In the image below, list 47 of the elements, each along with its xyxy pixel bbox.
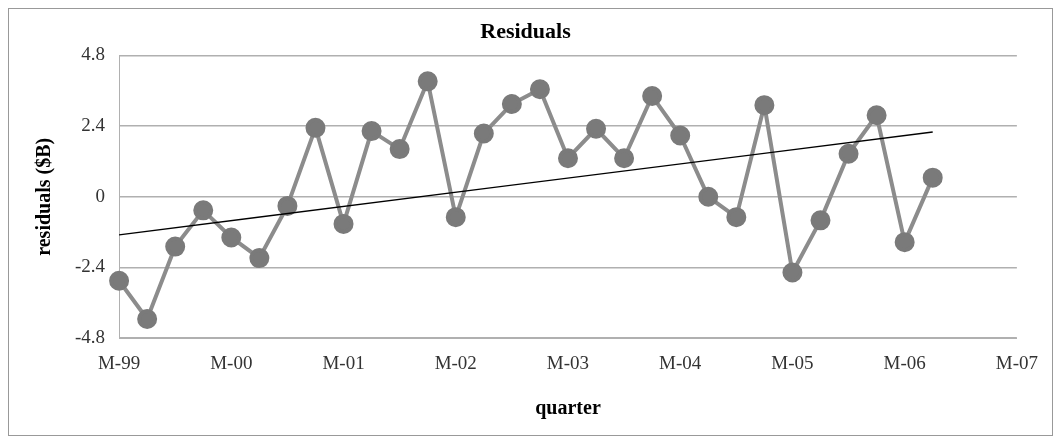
- point: [417, 71, 438, 92]
- point: [866, 105, 887, 126]
- point: [165, 236, 186, 257]
- point: [642, 86, 663, 107]
- y-axis-title: residuals ($B): [32, 137, 56, 256]
- x-tick-label: M-99: [97, 351, 141, 373]
- point: [894, 232, 915, 253]
- point: [361, 121, 382, 142]
- y-tick-label: 4.8: [81, 43, 106, 65]
- point: [445, 207, 466, 228]
- point: [838, 143, 859, 164]
- point: [333, 213, 354, 234]
- x-tick-label: M-04: [659, 351, 702, 373]
- point: [109, 270, 130, 291]
- point: [586, 118, 607, 139]
- x-tick-label: M-01: [322, 351, 365, 373]
- x-tick-label: M-02: [434, 351, 477, 373]
- chart-title: Residuals: [480, 17, 572, 43]
- x-tick-label: M-03: [546, 351, 590, 373]
- point: [501, 94, 522, 115]
- x-tick-label: M-07: [995, 351, 1039, 373]
- point: [137, 309, 158, 330]
- y-tick-label: -2.4: [75, 255, 106, 277]
- point: [473, 123, 494, 144]
- point: [670, 125, 691, 146]
- x-tick-label: M-06: [883, 351, 926, 373]
- point: [221, 227, 242, 248]
- point: [754, 95, 775, 116]
- point: [557, 148, 578, 169]
- point: [698, 186, 719, 207]
- point: [726, 207, 747, 228]
- point: [193, 200, 214, 221]
- y-tick-label: 0: [95, 184, 106, 206]
- y-tick-label: -4.8: [75, 326, 106, 348]
- point: [782, 262, 803, 283]
- point: [810, 210, 831, 231]
- x-axis-title: quarter: [535, 396, 601, 420]
- point: [249, 248, 270, 269]
- point: [305, 117, 326, 138]
- x-tick-label: M-00: [210, 351, 253, 373]
- point: [389, 139, 410, 160]
- y-tick-label: 2.4: [81, 114, 106, 136]
- point: [277, 195, 298, 216]
- point: [529, 79, 550, 100]
- point: [614, 148, 635, 169]
- point: [922, 167, 943, 188]
- x-tick-label: M-05: [771, 351, 814, 373]
